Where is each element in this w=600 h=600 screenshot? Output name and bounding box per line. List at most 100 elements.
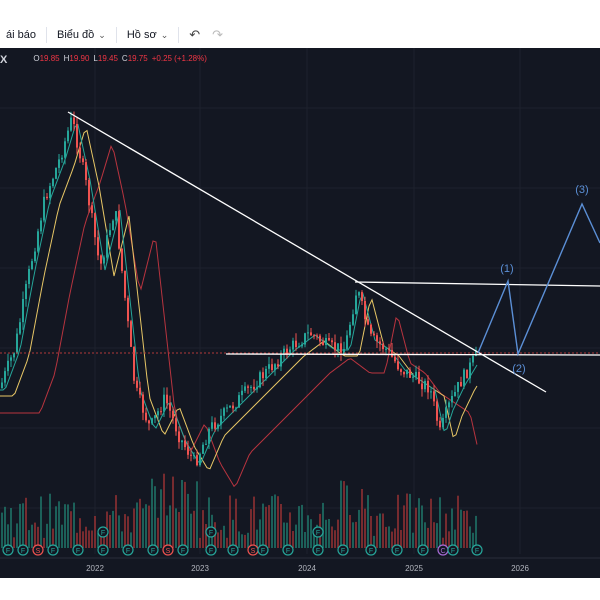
- candle-body: [361, 292, 363, 301]
- volume-bar: [283, 522, 285, 548]
- candle-body: [133, 346, 135, 381]
- candle-body: [373, 333, 375, 336]
- event-marker-label: F: [231, 548, 235, 555]
- volume-bar: [352, 522, 354, 548]
- volume-bar: [163, 473, 165, 548]
- candle-body: [82, 158, 84, 163]
- candle-body: [421, 383, 423, 390]
- candle-body: [307, 332, 309, 334]
- volume-bar: [403, 505, 405, 548]
- volume-bar: [331, 526, 333, 548]
- candle-body: [277, 364, 279, 367]
- candle-body: [400, 369, 402, 372]
- candle-body: [370, 324, 372, 334]
- volume-bar: [136, 502, 138, 548]
- candle-body: [388, 348, 390, 350]
- event-marker-label: F: [316, 530, 320, 537]
- volume-bar: [451, 508, 453, 548]
- redo-icon[interactable]: ↷: [212, 27, 224, 42]
- volume-bar: [151, 478, 153, 548]
- volume-bar: [448, 531, 450, 548]
- volume-bar: [184, 481, 186, 548]
- candle-body: [1, 382, 3, 388]
- symbol-label: X: [0, 54, 8, 66]
- volume-bar: [220, 529, 222, 548]
- event-marker: [162, 544, 174, 556]
- candle-body: [40, 220, 42, 232]
- volume-bar: [16, 523, 18, 548]
- candle-body: [442, 417, 444, 428]
- window-top-bar: [0, 0, 600, 23]
- volume-bar: [76, 532, 78, 548]
- volume-bar: [112, 510, 114, 548]
- event-marker: [312, 526, 324, 538]
- volume-bar: [343, 481, 345, 548]
- volume-bar: [73, 502, 75, 548]
- candle-body: [274, 364, 276, 371]
- volume-bar: [97, 533, 99, 548]
- volume-bar: [115, 495, 117, 548]
- volume-bar: [373, 535, 375, 548]
- candle-body: [313, 335, 315, 337]
- undo-icon[interactable]: ↶: [189, 27, 201, 42]
- event-marker-label: F: [316, 548, 320, 555]
- candle-body: [148, 420, 150, 424]
- candle-body: [22, 299, 24, 323]
- volume-bar: [142, 508, 144, 548]
- candle-body: [196, 455, 198, 466]
- bottom-bar: [0, 578, 600, 600]
- volume-bar: [193, 510, 195, 548]
- volume-bar: [55, 506, 57, 548]
- chart-background: [0, 48, 600, 578]
- volume-bar: [172, 476, 174, 548]
- volume-bar: [256, 529, 258, 548]
- candle-body: [466, 369, 468, 379]
- alert-button[interactable]: ái báo: [0, 25, 42, 45]
- event-marker-label: F: [451, 548, 455, 555]
- candle-body: [223, 408, 225, 416]
- candle-body: [202, 444, 204, 454]
- volume-bar: [52, 528, 54, 548]
- event-marker: [257, 544, 269, 556]
- volume-bar: [472, 532, 474, 548]
- volume-bar: [376, 515, 378, 548]
- volume-bar: [91, 530, 93, 548]
- volume-bar: [82, 531, 84, 548]
- candle-body: [97, 237, 99, 256]
- chart-menu-button[interactable]: Biểu đồ ⌄: [51, 25, 112, 45]
- chart-area[interactable]: X O19.85 H19.90 L19.45 C19.75 +0.25 (+1.…: [0, 48, 600, 578]
- volume-bar: [208, 497, 210, 548]
- candle-body: [316, 335, 318, 337]
- volume-bar: [130, 532, 132, 548]
- wave-projection-line: [477, 202, 600, 357]
- candle-body: [100, 255, 102, 264]
- volume-bar: [145, 504, 147, 548]
- candle-body: [283, 348, 285, 355]
- high-label: H: [63, 54, 70, 63]
- volume-bar: [124, 514, 126, 548]
- candle-body: [265, 368, 267, 379]
- volume-bar: [250, 509, 252, 548]
- event-marker: [97, 526, 109, 538]
- candle-body: [364, 301, 366, 320]
- volume-bar: [355, 521, 357, 548]
- volume-bar: [10, 508, 12, 548]
- volume-bar: [466, 510, 468, 548]
- candle-body: [379, 341, 381, 345]
- candle-body: [337, 343, 339, 351]
- volume-bar: [415, 507, 417, 548]
- profile-menu-button[interactable]: Hồ sơ ⌄: [121, 25, 174, 45]
- candle-body: [367, 319, 369, 325]
- candle-body: [472, 356, 474, 363]
- volume-bar: [421, 505, 423, 548]
- volume-bar: [19, 503, 21, 548]
- candle-body: [463, 369, 465, 387]
- event-marker-label: F: [21, 548, 25, 555]
- volume-bar: [322, 502, 324, 548]
- candle-body: [328, 338, 330, 341]
- volume-bar: [292, 531, 294, 548]
- candle-body: [199, 453, 201, 466]
- candle-body: [436, 401, 438, 421]
- candle-body: [349, 324, 351, 336]
